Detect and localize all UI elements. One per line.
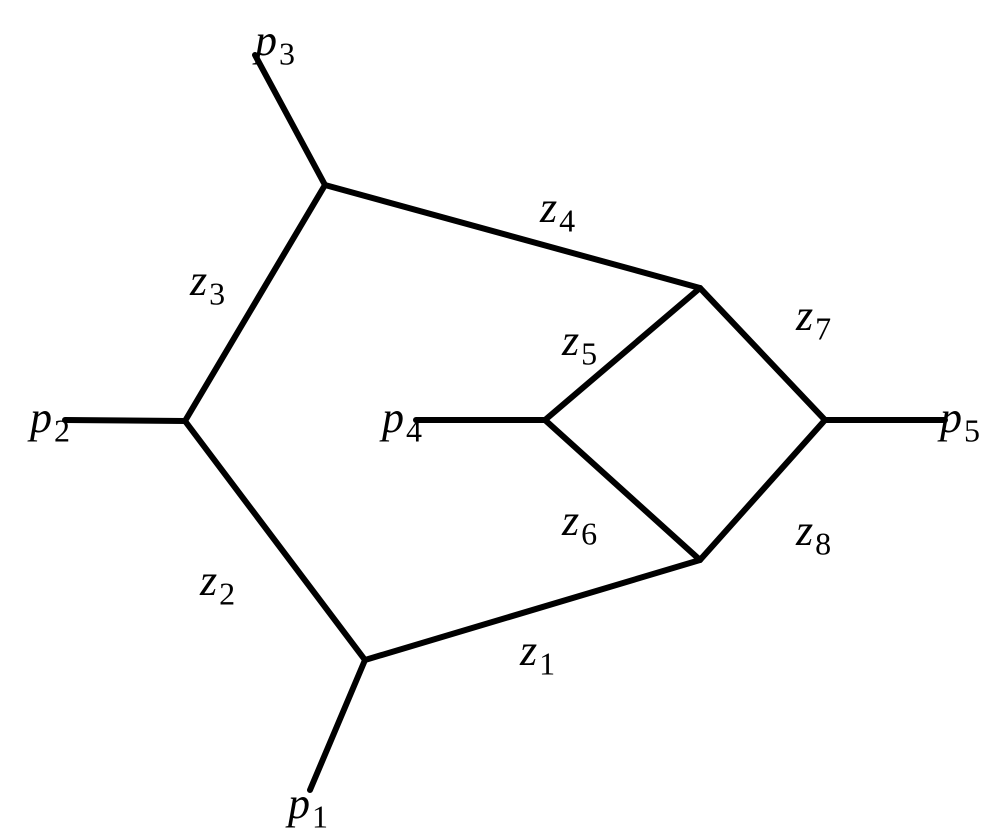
label-z2-base: z	[199, 556, 217, 605]
label-p2-base: p	[27, 393, 52, 442]
label-p1-base: p	[285, 779, 310, 828]
label-p1: p1	[285, 779, 328, 835]
label-z2: z2	[199, 556, 235, 612]
edge-ext-p3	[255, 55, 325, 185]
label-p2: p2	[27, 393, 70, 449]
label-z5: z5	[561, 316, 597, 372]
label-z4-sub: 4	[559, 203, 575, 239]
label-z2-sub: 2	[219, 576, 235, 612]
label-p2-sub: 2	[54, 413, 70, 449]
label-z3-base: z	[189, 256, 207, 305]
label-z8-sub: 8	[815, 526, 831, 562]
edge-ext-p1	[310, 660, 365, 790]
label-z5-base: z	[561, 316, 579, 365]
label-p5-sub: 5	[964, 413, 980, 449]
label-p3: p3	[252, 16, 295, 72]
label-p4-base: p	[379, 393, 404, 442]
label-z4-base: z	[539, 183, 557, 232]
label-z6: z6	[561, 496, 597, 552]
label-z7: z7	[795, 291, 831, 347]
label-p3-sub: 3	[279, 36, 295, 72]
labels-group: p1p2p3p4p5z1z2z3z4z5z6z7z8	[27, 16, 980, 835]
edge-z2	[185, 421, 365, 660]
label-p5: p5	[937, 393, 980, 449]
label-z1: z1	[519, 626, 555, 682]
label-z7-sub: 7	[815, 311, 831, 347]
label-z6-sub: 6	[581, 516, 597, 552]
edge-ext-p2	[65, 420, 185, 421]
label-z6-base: z	[561, 496, 579, 545]
label-z8: z8	[795, 506, 831, 562]
label-z8-base: z	[795, 506, 813, 555]
label-p4-sub: 4	[406, 413, 422, 449]
label-z3: z3	[189, 256, 225, 312]
label-z1-base: z	[519, 626, 537, 675]
label-z1-sub: 1	[539, 646, 555, 682]
label-z3-sub: 3	[209, 276, 225, 312]
label-z7-base: z	[795, 291, 813, 340]
edge-z4	[325, 185, 700, 288]
label-p3-base: p	[252, 16, 277, 65]
label-p4: p4	[379, 393, 422, 449]
label-z4: z4	[539, 183, 575, 239]
label-z5-sub: 5	[581, 336, 597, 372]
label-p1-sub: 1	[312, 799, 328, 835]
label-p5-base: p	[937, 393, 962, 442]
edges-group	[65, 55, 945, 790]
